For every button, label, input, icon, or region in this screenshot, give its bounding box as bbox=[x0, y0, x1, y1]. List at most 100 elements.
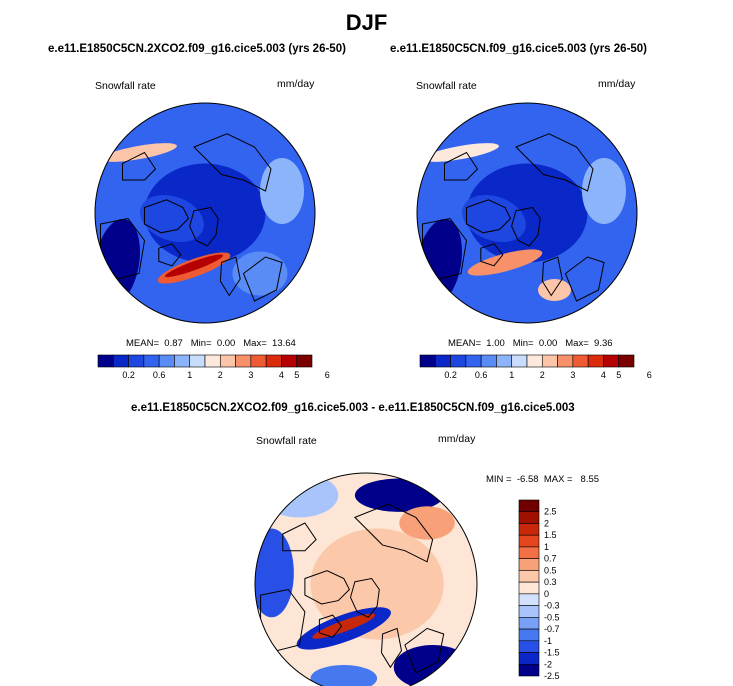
panel3-colorbar-box bbox=[518, 617, 540, 630]
panel3-colorbar-tick-label: -2.5 bbox=[544, 671, 560, 681]
panel1-units-label: mm/day bbox=[277, 78, 315, 90]
panel1-polar-map bbox=[94, 102, 316, 324]
panel1-colorbar-box bbox=[296, 354, 313, 368]
panel3-min-value: -6.58 bbox=[516, 474, 539, 485]
panel1-colorbar-box bbox=[235, 354, 252, 368]
panel3-colorbar-box bbox=[518, 570, 540, 583]
panel2-colorbar-tick-label: 6 bbox=[647, 370, 652, 380]
panel1-colorbar-box bbox=[174, 354, 191, 368]
panel2-field-patch bbox=[423, 143, 499, 162]
panel1-colorbar-box bbox=[143, 354, 160, 368]
panel2-mean-value: 1.00 bbox=[486, 338, 505, 349]
panel1-mean-label: MEAN= bbox=[126, 338, 159, 349]
panel1-colorbar-box bbox=[219, 354, 236, 368]
panel3-colorbar-tick-label: 1.5 bbox=[544, 530, 557, 540]
panel2-colorbar-tick-label: 3 bbox=[570, 370, 575, 380]
panel2-colorbar-box bbox=[557, 354, 574, 368]
panel3-colorbar-box bbox=[518, 534, 540, 548]
page-title: DJF bbox=[345, 10, 388, 35]
panel2-colorbar-tick-label: 0.2 bbox=[444, 370, 457, 380]
panel3-coastline bbox=[380, 627, 403, 669]
panel1-colorbar-tick-label: 5 bbox=[294, 370, 299, 380]
panel1-colorbar-tick-label: 0.6 bbox=[153, 370, 166, 380]
panel3-field-patch bbox=[310, 528, 444, 640]
panel1-coastline bbox=[144, 199, 190, 234]
panel2-colorbar-tick-label: 4 bbox=[601, 370, 606, 380]
panel2-coastline bbox=[466, 199, 512, 234]
panel2-coastline bbox=[515, 133, 594, 192]
panel1-coastline bbox=[219, 256, 241, 297]
panel1-colorbar-box bbox=[97, 354, 114, 368]
panel1-colorbar-tick-label: 2 bbox=[218, 370, 223, 380]
panel2-colorbar-tick-label: 1 bbox=[509, 370, 514, 380]
panel3-max-value: 8.55 bbox=[580, 474, 600, 485]
panel1-variable-label: Snowfall rate bbox=[95, 80, 156, 92]
panel1-colorbar-tick-label: 6 bbox=[325, 370, 330, 380]
panel3-coastline bbox=[354, 503, 434, 563]
panel3-colorbar-tick-label: -2 bbox=[544, 659, 552, 669]
panel1-colorbar-box bbox=[204, 354, 221, 368]
panel3-colorbar-tick-label: 0.3 bbox=[544, 577, 557, 587]
panel3-polar-map bbox=[254, 472, 478, 686]
panel1-coastline bbox=[193, 133, 272, 192]
panel3-title: e.e11.E1850C5CN.2XCO2.f09_g16.cice5.003 … bbox=[131, 402, 575, 414]
panel3-colorbar-tick-label: 2 bbox=[544, 518, 549, 528]
panel1-stats: MEAN= 0.87 Min= 0.00 Max= 13.64 bbox=[126, 338, 296, 349]
panel2-colorbar: 0.2 0.6 1 2 3 4 5 6 bbox=[419, 354, 652, 380]
panel3-field-patch bbox=[399, 506, 455, 540]
panel3-colorbar-box bbox=[518, 499, 540, 513]
panel2-coastline bbox=[444, 151, 479, 181]
panel1-coastline bbox=[158, 243, 182, 267]
panel3-variable-label: Snowfall rate bbox=[256, 435, 317, 447]
panel1-colorbar: 0.2 0.6 1 2 3 4 5 6 bbox=[97, 354, 330, 380]
panel2-max-label: Max= bbox=[565, 338, 589, 349]
panel1-min-value: 0.00 bbox=[216, 338, 236, 349]
panel2-colorbar-box bbox=[587, 354, 604, 368]
panel2-colorbar-box bbox=[419, 354, 436, 368]
panel3-map-border bbox=[254, 472, 478, 686]
panel2-colorbar-tick-label: 5 bbox=[616, 370, 621, 380]
panel2-map-border bbox=[416, 102, 638, 324]
panel2-coastline bbox=[541, 256, 563, 297]
panel2-colorbar-box bbox=[603, 354, 620, 368]
panel2-colorbar-box bbox=[526, 354, 543, 368]
panel1-colorbar-tick-label: 0.2 bbox=[122, 370, 135, 380]
panel1-coastline bbox=[189, 206, 219, 247]
panel3-colorbar-tick-label: -0.5 bbox=[544, 612, 560, 622]
panel2-colorbar-box bbox=[572, 354, 589, 368]
panel2-polar-map bbox=[416, 102, 638, 324]
panel1-field-patch bbox=[260, 158, 304, 224]
panel2-colorbar-box bbox=[511, 354, 528, 368]
panel2-title: e.e11.E1850C5CN.f09_g16.cice5.003 (yrs 2… bbox=[390, 43, 648, 55]
panel2-coastline bbox=[511, 206, 541, 247]
panel3-coastline bbox=[404, 627, 445, 674]
panel1-colorbar-box bbox=[158, 354, 175, 368]
panel1-colorbar-box bbox=[128, 354, 145, 368]
panel2-min-label: Min= bbox=[512, 338, 534, 349]
panel3-colorbar-box bbox=[518, 511, 540, 524]
panel3-units-label: mm/day bbox=[438, 433, 476, 445]
panel3-colorbar-box bbox=[518, 605, 540, 618]
panel3-colorbar-box bbox=[518, 523, 540, 536]
panel2-colorbar-box bbox=[480, 354, 497, 368]
panel3-colorbar-box bbox=[518, 558, 540, 571]
panel2-colorbar-box bbox=[496, 354, 513, 368]
panel2-colorbar-tick-label: 2 bbox=[540, 370, 545, 380]
panel3-colorbar-box bbox=[518, 581, 540, 595]
panel1-title: e.e11.E1850C5CN.2XCO2.f09_g16.cice5.003 … bbox=[48, 43, 346, 55]
panel2-min-value: 0.00 bbox=[538, 338, 558, 349]
panel3-colorbar-box bbox=[518, 652, 540, 665]
panel3-colorbar-tick-label: 0.5 bbox=[544, 565, 557, 575]
panel1-max-value: 13.64 bbox=[272, 338, 296, 349]
panel3-colorbar-tick-label: -1 bbox=[544, 636, 552, 646]
panel3-colorbar-tick-label: -0.3 bbox=[544, 601, 560, 611]
panel2-variable-label: Snowfall rate bbox=[416, 80, 477, 92]
panel3-max-label: MAX = bbox=[543, 474, 573, 485]
panel1-colorbar-tick-label: 3 bbox=[248, 370, 253, 380]
panel3-coastline bbox=[349, 577, 380, 618]
panel3-colorbar-tick-label: 0 bbox=[544, 589, 549, 599]
panel2-colorbar-box bbox=[434, 354, 451, 368]
panel2-coastline bbox=[480, 243, 504, 267]
panel2-stats: MEAN= 1.00 Min= 0.00 Max= 9.36 bbox=[448, 338, 613, 349]
